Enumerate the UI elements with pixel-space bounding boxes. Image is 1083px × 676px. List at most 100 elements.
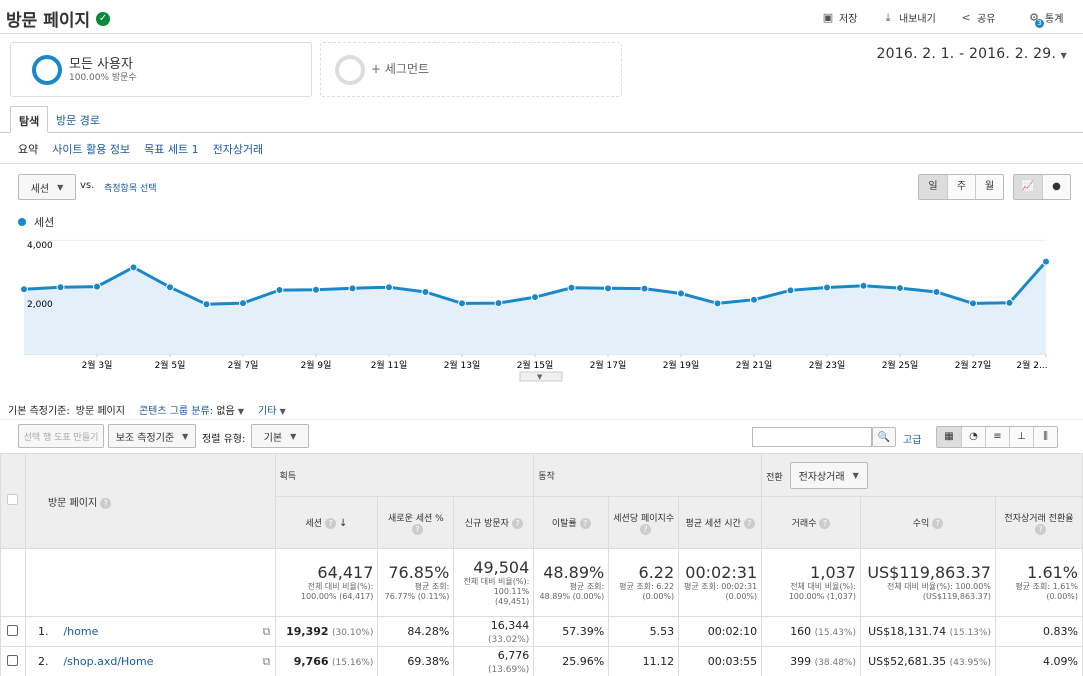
page-link[interactable]: /shop.axd/Home <box>63 654 154 668</box>
help-icon: ? <box>511 518 523 529</box>
column-header[interactable]: 새로운 세션 %? <box>377 496 455 549</box>
data-point[interactable] <box>604 284 612 293</box>
open-page-icon[interactable]: ⧉ <box>262 654 271 668</box>
row-checkbox[interactable] <box>7 654 19 666</box>
subtab-goal-set[interactable]: 목표 세트 1 <box>144 143 199 156</box>
data-point[interactable] <box>823 283 831 292</box>
granularity-month[interactable]: 월 <box>975 175 1003 199</box>
comparison-view-icon[interactable]: ⊥ <box>1009 427 1033 447</box>
data-point[interactable] <box>385 283 393 292</box>
plot-rows-button[interactable]: 선택 행 도표 만들기 <box>18 424 104 448</box>
totals-spacer <box>24 548 276 617</box>
select-all-checkbox[interactable] <box>7 494 19 505</box>
data-point[interactable] <box>786 286 795 295</box>
sessions-cell: 19,392 (30.10%) <box>274 616 379 647</box>
conversion-select[interactable]: 전자상거래 ▼ <box>789 461 868 489</box>
data-point[interactable] <box>932 288 941 297</box>
pivot-view-icon[interactable]: ⫼ <box>1033 427 1057 447</box>
open-page-icon[interactable]: ⧉ <box>262 624 271 638</box>
pages-per-session-cell: 5.53 <box>608 616 680 647</box>
pages-per-session-cell: 11.12 <box>608 646 680 676</box>
data-point[interactable] <box>93 282 101 291</box>
x-tick-label: 2월 2... <box>1016 359 1047 371</box>
dimension-header[interactable]: 방문 페이지? <box>24 453 276 549</box>
row-checkbox[interactable] <box>7 624 19 636</box>
avg-duration-cell: 00:03:55 <box>678 646 763 676</box>
pie-view-icon[interactable]: ◔ <box>961 427 985 447</box>
avg-duration-cell: 00:02:10 <box>678 616 763 647</box>
secondary-dimension-select[interactable]: 보조 측정기준 ▼ <box>108 424 196 448</box>
data-point[interactable] <box>458 299 466 308</box>
data-point[interactable] <box>859 281 868 290</box>
data-point[interactable] <box>348 284 357 293</box>
subtab-site-usage[interactable]: 사이트 활용 정보 <box>52 143 131 156</box>
add-segment-button[interactable]: + 세그먼트 <box>320 42 622 97</box>
share-button[interactable]: < 공유 <box>961 10 996 25</box>
page-link[interactable]: /home <box>63 624 99 638</box>
tab-visitor-flow[interactable]: 방문 경로 <box>56 114 100 127</box>
table-view-icon[interactable]: ▦ <box>937 427 961 447</box>
save-button[interactable]: ▣ 저장 <box>822 10 858 25</box>
column-header[interactable]: 신규 방문자? <box>453 496 535 549</box>
data-point[interactable] <box>713 299 722 308</box>
segment-name: 모든 사용자 <box>69 57 133 72</box>
subtab-summary[interactable]: 요약 <box>18 143 39 156</box>
data-point[interactable] <box>129 263 138 272</box>
performance-view-icon[interactable]: ≡ <box>985 427 1009 447</box>
column-header[interactable]: 전자상거래 전환율? <box>994 496 1083 549</box>
chart-collapse-handle[interactable] <box>519 371 563 382</box>
data-point[interactable] <box>1042 257 1050 266</box>
metric-select[interactable]: 세션 ▼ <box>18 174 76 200</box>
export-button[interactable]: ⤓ 내보내기 <box>882 10 936 25</box>
date-range-picker[interactable]: 2016. 2. 1. - 2016. 2. 29. ▼ <box>876 46 1067 62</box>
tab-explore[interactable]: 탐색 <box>10 106 49 133</box>
data-point[interactable] <box>567 283 576 292</box>
empty-segment-icon <box>335 55 365 85</box>
compare-metric-link[interactable]: 측정항목 선택 <box>104 184 157 194</box>
data-point[interactable] <box>239 299 247 308</box>
help-icon: ? <box>1034 523 1046 535</box>
column-header[interactable]: 세션당 페이지수? <box>608 496 680 549</box>
data-point[interactable] <box>166 283 174 292</box>
subtab-ecommerce[interactable]: 전자상거래 <box>212 143 264 156</box>
totals-cell: 49,504 전체 대비 비율(%): 100.11% (49,451) <box>453 548 535 617</box>
other-dimension-selector[interactable]: 기타 ▼ <box>258 406 286 417</box>
advanced-filter-link[interactable]: 고급 <box>903 435 922 446</box>
new-session-pct-cell: 84.28% <box>377 616 455 647</box>
column-header[interactable]: 세션? ↓ <box>274 496 379 549</box>
data-point[interactable] <box>275 286 284 295</box>
data-point[interactable] <box>896 284 904 293</box>
data-point[interactable] <box>677 289 685 298</box>
data-point[interactable] <box>312 285 320 294</box>
motion-chart-icon[interactable]: ● <box>1042 175 1070 199</box>
x-tick-label: 2월 5일 <box>155 359 186 371</box>
insights-button[interactable]: ⚙ 3 통계 <box>1029 10 1064 28</box>
granularity-day[interactable]: 일 <box>919 175 947 199</box>
data-point[interactable] <box>1005 298 1014 307</box>
column-header[interactable]: 평균 세션 시간? <box>678 496 763 549</box>
data-point[interactable] <box>421 288 430 297</box>
save-icon: ▣ <box>822 10 834 24</box>
data-point[interactable] <box>56 283 65 292</box>
column-header[interactable]: 이탈률? <box>533 496 610 549</box>
data-point[interactable] <box>531 293 539 302</box>
data-point[interactable] <box>494 299 503 308</box>
data-point[interactable] <box>969 299 977 308</box>
column-header[interactable]: 수익? <box>859 496 996 549</box>
search-icon[interactable]: 🔍 <box>872 427 896 447</box>
data-point[interactable] <box>640 284 649 293</box>
data-point[interactable] <box>202 300 211 309</box>
chart-area <box>24 261 1046 354</box>
segment-all-users[interactable]: 모든 사용자 100.00% 방문수 <box>10 42 312 97</box>
line-chart-icon[interactable]: 📈 <box>1014 175 1042 199</box>
table-search-input[interactable] <box>752 427 872 447</box>
sessions-cell: 9,766 (15.16%) <box>274 646 379 676</box>
data-point[interactable] <box>750 295 758 304</box>
content-group-selector[interactable]: 콘텐츠 그룹 분류: 없음 ▼ <box>138 406 245 417</box>
new-session-pct-cell: 69.38% <box>377 646 455 676</box>
data-point[interactable] <box>20 285 28 294</box>
sort-type-select[interactable]: 기본 ▼ <box>251 424 309 448</box>
y-tick-label: 4,000 <box>27 241 53 251</box>
column-header[interactable]: 거래수? <box>761 496 861 549</box>
granularity-week[interactable]: 주 <box>947 175 975 199</box>
